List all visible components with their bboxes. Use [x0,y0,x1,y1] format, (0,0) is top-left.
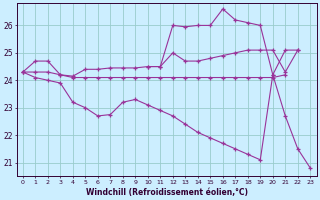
X-axis label: Windchill (Refroidissement éolien,°C): Windchill (Refroidissement éolien,°C) [85,188,248,197]
